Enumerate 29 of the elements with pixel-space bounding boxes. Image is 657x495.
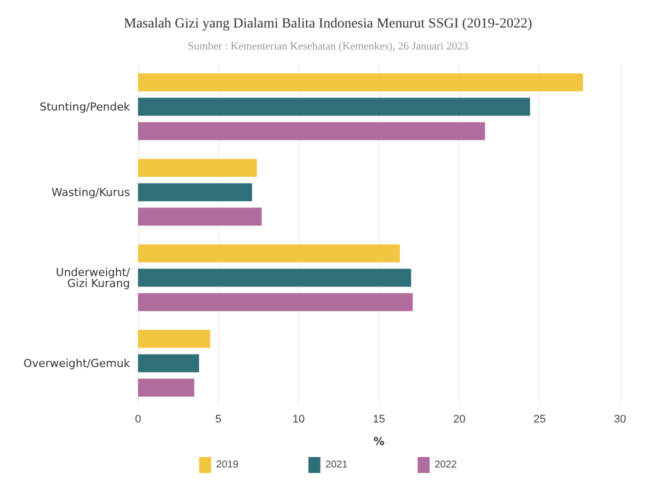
bar: [138, 330, 210, 348]
legend-label: 2022: [434, 460, 458, 470]
y-tick-label: Overweight/Gemuk: [23, 356, 131, 370]
bar: [138, 183, 252, 202]
bar: [138, 378, 194, 397]
chart-title: Masalah Gizi yang Dialami Balita Indonesia Menurut SSGI (2019-2022): [124, 16, 532, 32]
legend-label: 2021: [325, 460, 348, 470]
legend-label: 2019: [216, 460, 239, 470]
chart-subtitle: Sumber : Kementerian Kesehatan (Kemenkes), 26 Januari 2023: [188, 40, 469, 52]
x-tick-label: 25: [534, 414, 546, 426]
bar: [138, 122, 486, 140]
bar: [138, 293, 413, 312]
x-axis-title: %: [373, 435, 385, 448]
y-tick-label: Wasting/Kurus: [51, 186, 130, 199]
bar: [138, 244, 400, 262]
bar: [138, 158, 257, 177]
y-tick-label: Stunting/Pendek: [40, 100, 131, 114]
x-tick-label: 20: [453, 414, 466, 426]
x-tick-label: 0: [134, 414, 142, 426]
y-tick-label: Underweight/ Gizi Kurang: [56, 266, 130, 290]
x-tick-label: 30: [614, 414, 626, 426]
bar: [138, 354, 200, 372]
bar: [138, 208, 262, 226]
x-tick-label: 10: [292, 414, 305, 426]
bar: [138, 268, 412, 287]
bar: [138, 73, 584, 92]
x-tick-label: 15: [372, 414, 386, 426]
bar: [138, 98, 530, 116]
x-tick-label: 5: [215, 414, 222, 426]
